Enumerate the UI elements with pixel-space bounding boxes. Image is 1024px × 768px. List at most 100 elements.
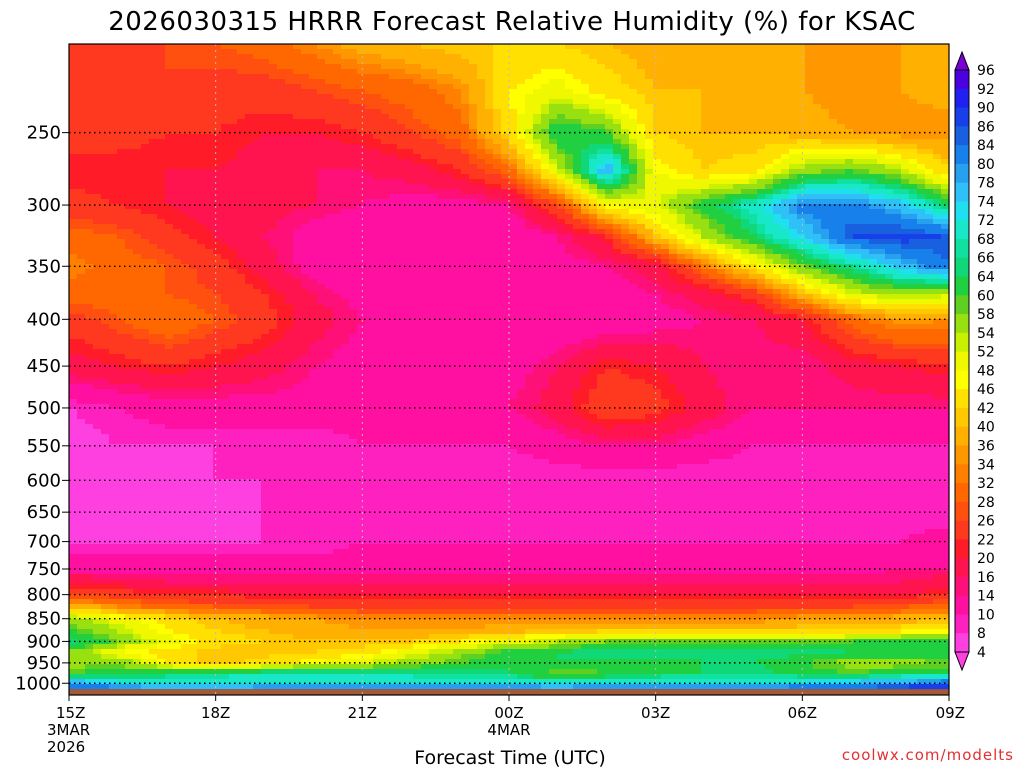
heat-cell <box>165 54 174 60</box>
heat-cell <box>573 59 582 65</box>
heat-cell <box>165 244 174 250</box>
heat-cell <box>805 124 814 130</box>
heat-cell <box>669 124 678 130</box>
heat-cell <box>461 134 470 140</box>
heat-cell <box>613 204 622 210</box>
heat-cell <box>749 144 758 150</box>
heat-cell <box>645 169 654 175</box>
heat-cell <box>453 249 462 255</box>
heat-cell <box>429 229 438 235</box>
heat-cell <box>629 254 638 260</box>
heat-cell <box>725 69 734 75</box>
heat-cell <box>877 84 886 90</box>
heat-cell <box>109 239 118 245</box>
heat-cell <box>645 254 654 260</box>
heat-cell <box>901 244 910 250</box>
heat-cell <box>725 94 734 100</box>
heat-cell <box>741 49 750 55</box>
heat-cell <box>125 99 134 105</box>
heat-cell <box>397 169 406 175</box>
heat-cell <box>741 134 750 140</box>
heat-cell <box>885 229 894 235</box>
heat-cell <box>709 109 718 115</box>
heat-cell <box>701 164 710 170</box>
heat-cell <box>869 44 878 50</box>
heat-cell <box>629 129 638 135</box>
heat-cell <box>141 269 150 275</box>
heat-cell <box>901 64 910 70</box>
heat-cell <box>413 44 422 50</box>
heat-cell <box>789 64 798 70</box>
heat-cell <box>645 69 654 75</box>
heat-cell <box>325 214 334 220</box>
heat-cell <box>869 214 878 220</box>
heat-cell <box>781 114 790 120</box>
heat-cell <box>909 129 918 135</box>
heat-cell <box>869 169 878 175</box>
heat-cell <box>877 54 886 60</box>
heat-cell <box>733 129 742 135</box>
heat-cell <box>445 229 454 235</box>
heat-cell <box>421 184 430 190</box>
heat-cell <box>165 154 174 160</box>
heat-cell <box>333 109 342 115</box>
heat-cell <box>637 194 646 200</box>
heat-cell <box>541 244 550 250</box>
heat-cell <box>349 254 358 260</box>
heat-cell <box>453 254 462 260</box>
heat-cell <box>605 99 614 105</box>
heat-cell <box>941 84 949 90</box>
heat-cell <box>253 109 262 115</box>
heat-cell <box>869 239 878 245</box>
heat-cell <box>397 129 406 135</box>
heat-cell <box>221 94 230 100</box>
heat-cell <box>133 64 142 70</box>
heat-cell <box>237 44 246 50</box>
heat-cell <box>589 84 598 90</box>
heat-cell <box>413 159 422 165</box>
heat-cell <box>149 209 158 215</box>
heat-cell <box>301 239 310 245</box>
heat-cell <box>333 249 342 255</box>
heat-cell <box>717 114 726 120</box>
heat-cell <box>205 189 214 195</box>
heat-cell <box>285 104 294 110</box>
heat-cell <box>101 234 110 240</box>
heat-cell <box>269 99 278 105</box>
heat-cell <box>341 109 350 115</box>
heat-cell <box>309 254 318 260</box>
heat-cell <box>781 169 790 175</box>
heat-cell <box>157 154 166 160</box>
heat-cell <box>229 164 238 170</box>
heat-cell <box>733 104 742 110</box>
heat-cell <box>573 224 582 230</box>
heat-cell <box>709 219 718 225</box>
heat-cell <box>437 79 446 85</box>
heat-cell <box>773 249 782 255</box>
heat-cell <box>77 129 86 135</box>
heat-cell <box>141 84 150 90</box>
heat-cell <box>317 139 326 145</box>
heat-cell <box>69 144 78 150</box>
heat-cell <box>837 254 846 260</box>
heat-cell <box>205 139 214 145</box>
heat-cell <box>405 174 414 180</box>
heat-cell <box>765 84 774 90</box>
heat-cell <box>885 69 894 75</box>
heat-cell <box>677 254 686 260</box>
heat-cell <box>909 74 918 80</box>
heat-cell <box>933 174 942 180</box>
heat-cell <box>413 229 422 235</box>
heat-cell <box>941 209 949 215</box>
heat-cell <box>917 179 926 185</box>
heat-cell <box>125 119 134 125</box>
heat-cell <box>197 244 206 250</box>
heat-cell <box>373 259 382 265</box>
heat-cell <box>117 69 126 75</box>
heat-cell <box>517 84 526 90</box>
heat-cell <box>269 109 278 115</box>
heat-cell <box>325 244 334 250</box>
heat-cell <box>413 249 422 255</box>
heat-cell <box>269 89 278 95</box>
heat-cell <box>629 114 638 120</box>
